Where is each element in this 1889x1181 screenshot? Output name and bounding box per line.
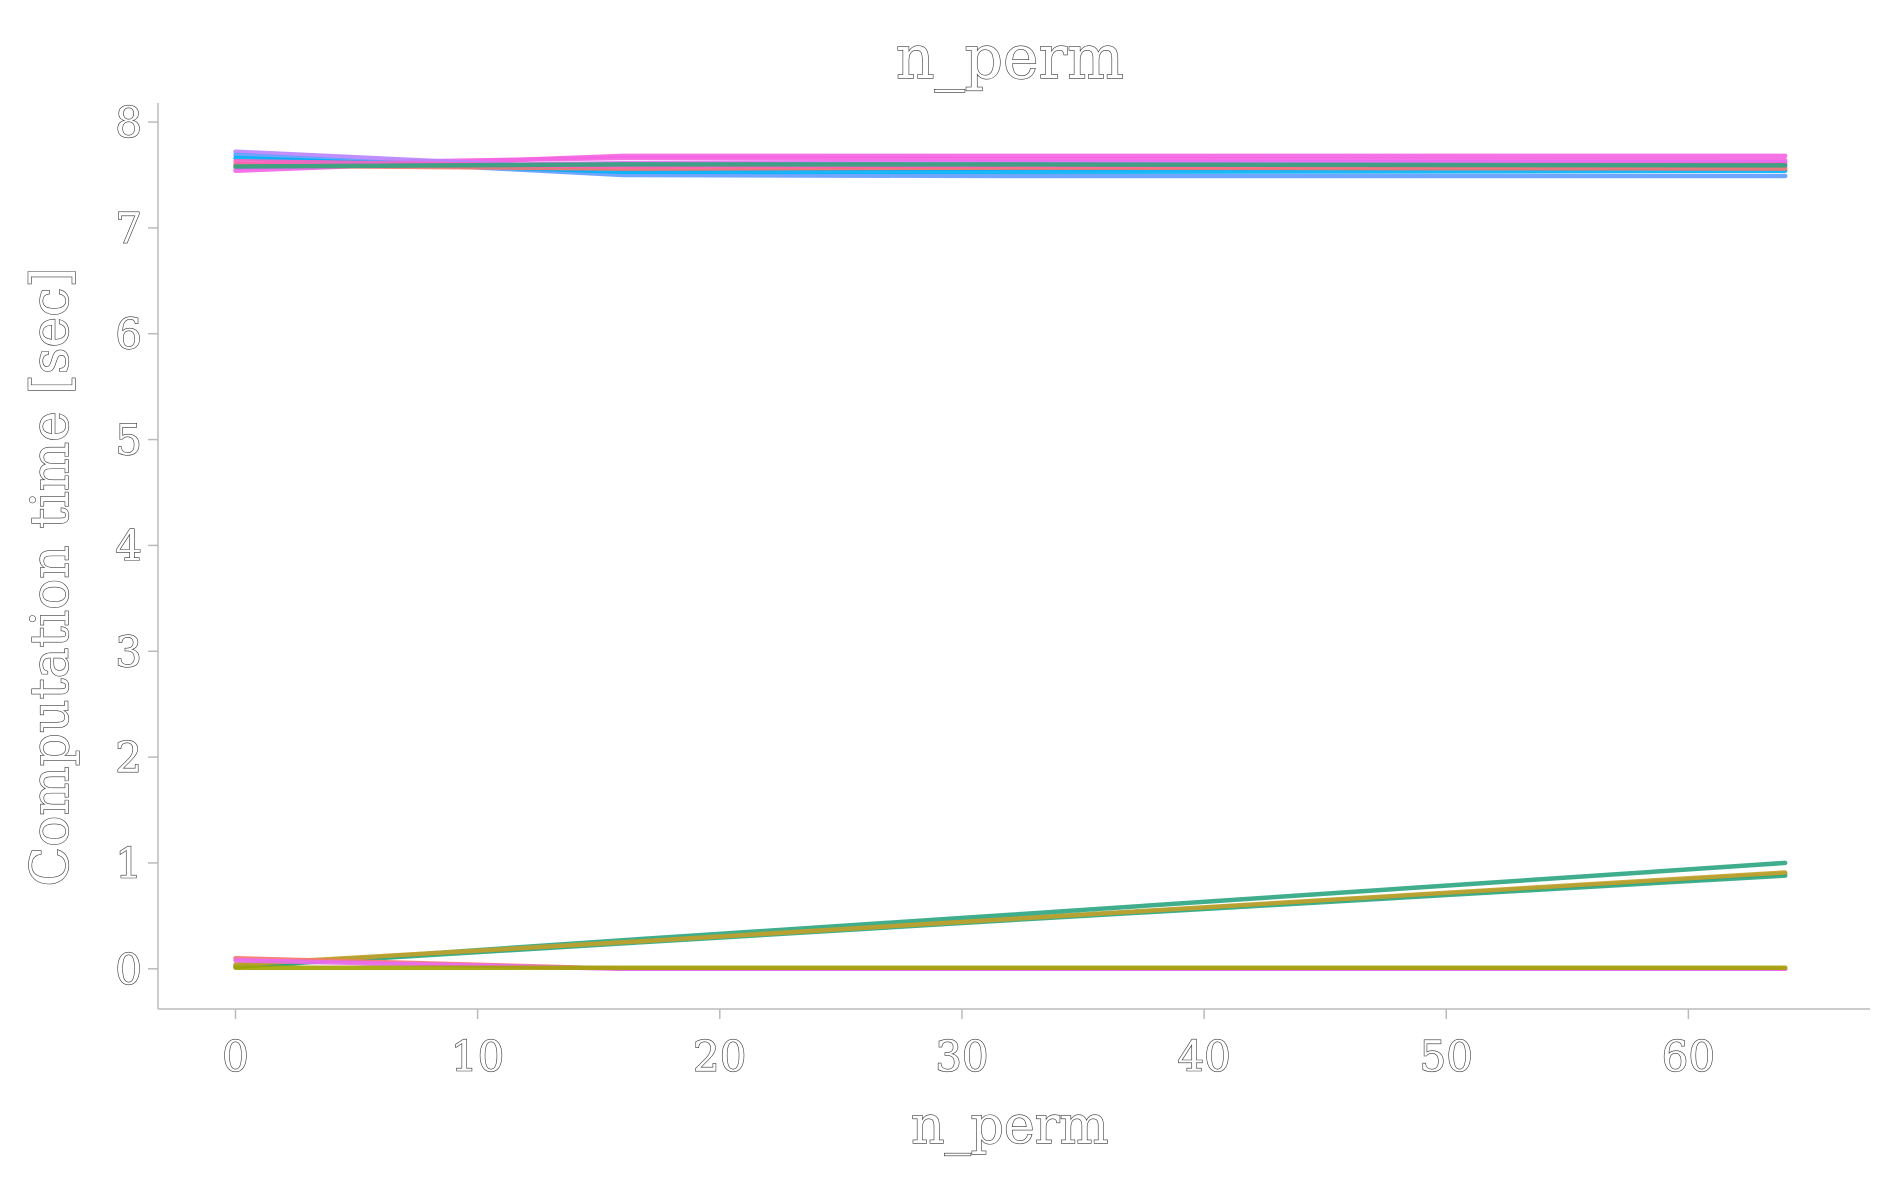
y-tick-label: 7 bbox=[115, 204, 142, 253]
y-tick-label: 3 bbox=[115, 627, 142, 676]
series-line-12 bbox=[233, 870, 1788, 967]
chart-title: n_perm bbox=[896, 23, 1124, 93]
x-tick-label: 60 bbox=[1662, 1032, 1715, 1081]
x-axis-label: n_perm bbox=[911, 1096, 1109, 1156]
x-tick-label: 0 bbox=[222, 1032, 249, 1081]
x-tick-label: 10 bbox=[451, 1032, 504, 1081]
x-tick-label: 20 bbox=[693, 1032, 746, 1081]
series-layer bbox=[233, 149, 1788, 972]
y-tick-label: 0 bbox=[115, 945, 142, 994]
y-tick-label: 1 bbox=[115, 839, 142, 888]
y-axis-label: Computation time [sec] bbox=[21, 267, 81, 886]
x-tick-label: 40 bbox=[1177, 1032, 1230, 1081]
y-tick-label: 8 bbox=[115, 98, 142, 147]
series-line-8 bbox=[233, 162, 1788, 169]
y-tick-label: 5 bbox=[115, 416, 142, 465]
x-tick-label: 30 bbox=[935, 1032, 988, 1081]
tick-layer: 0 1 2 3 4 5 6 7 8 0 10 20 30 40 50 60 bbox=[115, 97, 1716, 1081]
y-tick-label: 4 bbox=[115, 521, 142, 570]
x-tick-label: 50 bbox=[1420, 1032, 1473, 1081]
y-tick-label: 2 bbox=[115, 733, 142, 782]
y-tick-label: 6 bbox=[115, 310, 142, 359]
